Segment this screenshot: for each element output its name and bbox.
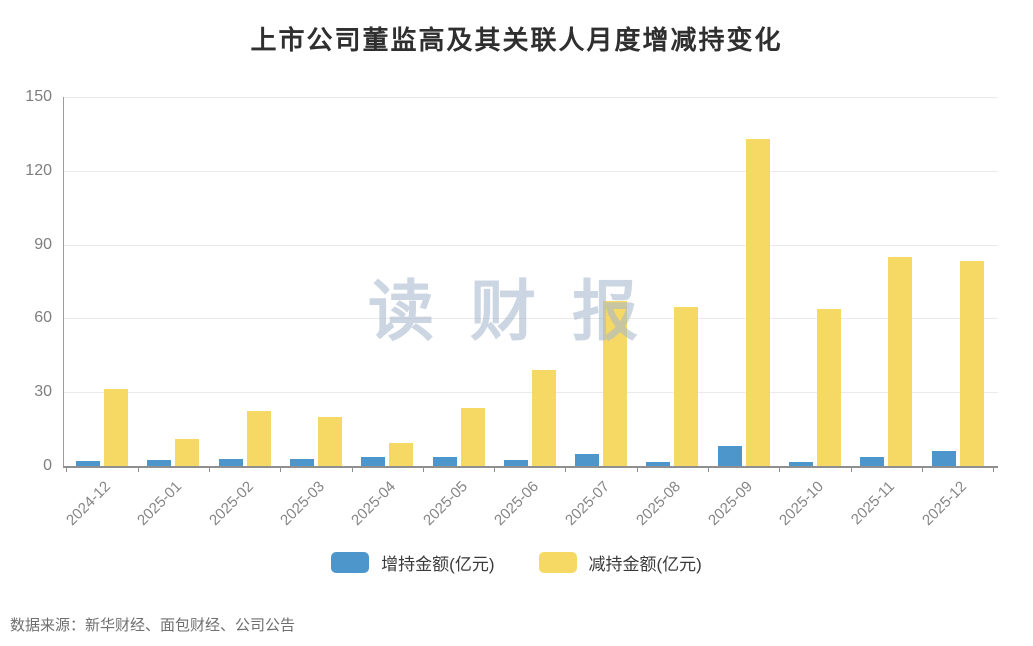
x-axis-tick-label: 2025-03	[276, 478, 328, 529]
x-axis-tick-label: 2025-07	[562, 478, 614, 529]
x-axis-tick	[636, 466, 638, 472]
legend-label-increase: 增持金额(亿元)	[381, 555, 495, 574]
decrease-bar-2024-12[interactable]	[104, 388, 128, 466]
decrease-bar-2025-02[interactable]	[246, 410, 271, 466]
decrease-bar-2025-04[interactable]	[389, 442, 414, 466]
y-axis-tick-label: 30	[34, 383, 52, 401]
data-source-note: 数据来源：新华财经、面包财经、公司公告	[10, 617, 296, 634]
increase-bar-2025-11[interactable]	[860, 457, 885, 466]
x-axis-tick-label: 2025-11	[848, 478, 899, 529]
gridline-y-120	[63, 170, 998, 172]
y-axis-tick-label: 0	[43, 457, 52, 474]
x-axis-tick-label: 2025-08	[633, 478, 685, 529]
y-axis-tick-label: 60	[34, 309, 52, 327]
decrease-bar-2025-11[interactable]	[888, 256, 913, 466]
increase-bar-2025-04[interactable]	[361, 457, 386, 466]
increase-bar-2025-03[interactable]	[289, 458, 314, 466]
x-axis-tick	[565, 466, 567, 472]
increase-bar-2025-10[interactable]	[789, 462, 813, 466]
increase-bar-2025-12[interactable]	[931, 451, 956, 466]
x-axis-tick	[208, 466, 210, 472]
x-axis-tick-label: 2025-02	[205, 478, 257, 529]
x-axis-line	[63, 466, 998, 468]
increase-bar-2025-01[interactable]	[147, 459, 172, 466]
decrease-bar-2025-12[interactable]	[959, 260, 984, 466]
x-axis-tick-label: 2025-06	[490, 478, 542, 529]
decrease-bar-2025-08[interactable]	[674, 307, 699, 466]
gridline-y-60	[63, 318, 998, 320]
x-axis-tick	[779, 466, 781, 472]
increase-bar-2024-12[interactable]	[76, 461, 100, 466]
x-axis-tick-label: 2025-05	[419, 478, 471, 529]
chart-title: 上市公司董监高及其关联人月度增减持变化	[250, 25, 783, 55]
y-axis-tick-label: 120	[25, 161, 52, 179]
legend-item-decrease[interactable]: 减持金额(亿元)	[538, 550, 702, 575]
decrease-series-swatch	[538, 552, 577, 573]
increase-series-swatch	[331, 552, 370, 573]
gridline-y-30	[63, 392, 998, 394]
watermark-text: 读财报	[368, 274, 674, 348]
x-axis-tick	[494, 466, 496, 472]
increase-bar-2025-07[interactable]	[575, 453, 600, 466]
x-axis-tick	[280, 466, 282, 472]
x-axis-tick-label: 2024-12	[63, 478, 115, 529]
x-axis-tick	[66, 466, 68, 472]
gridline-y-90	[63, 244, 998, 246]
x-axis-tick	[921, 466, 923, 472]
x-axis-tick	[708, 466, 710, 472]
x-axis-tick-label: 2025-12	[918, 478, 970, 529]
y-axis-line	[63, 97, 64, 466]
x-axis-tick-label: 2025-04	[348, 478, 400, 529]
decrease-bar-2025-09[interactable]	[745, 138, 770, 466]
decrease-bar-2025-06[interactable]	[531, 370, 556, 466]
x-axis-tick	[422, 466, 424, 472]
decrease-bar-2025-07[interactable]	[603, 301, 628, 466]
increase-bar-2025-02[interactable]	[218, 458, 243, 466]
decrease-bar-2025-03[interactable]	[317, 416, 342, 466]
y-axis-tick-label: 90	[34, 235, 52, 253]
x-axis-tick-label: 2025-01	[134, 478, 186, 529]
x-axis-tick	[850, 466, 852, 472]
increase-bar-2025-06[interactable]	[503, 459, 528, 466]
legend-item-increase[interactable]: 增持金额(亿元)	[331, 550, 495, 575]
decrease-bar-2025-05[interactable]	[460, 408, 485, 466]
increase-bar-2025-05[interactable]	[432, 457, 457, 466]
x-axis-tick-label: 2025-09	[704, 478, 756, 529]
x-axis-tick	[993, 466, 995, 472]
decrease-bar-2025-01[interactable]	[175, 438, 200, 466]
gridline-y-150	[63, 97, 998, 98]
y-axis-tick-label: 150	[25, 88, 52, 105]
increase-bar-2025-09[interactable]	[717, 446, 742, 466]
x-axis-tick	[351, 466, 353, 472]
increase-bar-2025-08[interactable]	[646, 462, 671, 466]
legend-label-decrease: 减持金额(亿元)	[588, 555, 702, 574]
x-axis-tick-label: 2025-10	[776, 478, 828, 529]
legend: 增持金额(亿元) 减持金额(亿元)	[0, 550, 1033, 575]
decrease-bar-2025-10[interactable]	[817, 308, 841, 466]
x-axis-tick	[137, 466, 139, 472]
